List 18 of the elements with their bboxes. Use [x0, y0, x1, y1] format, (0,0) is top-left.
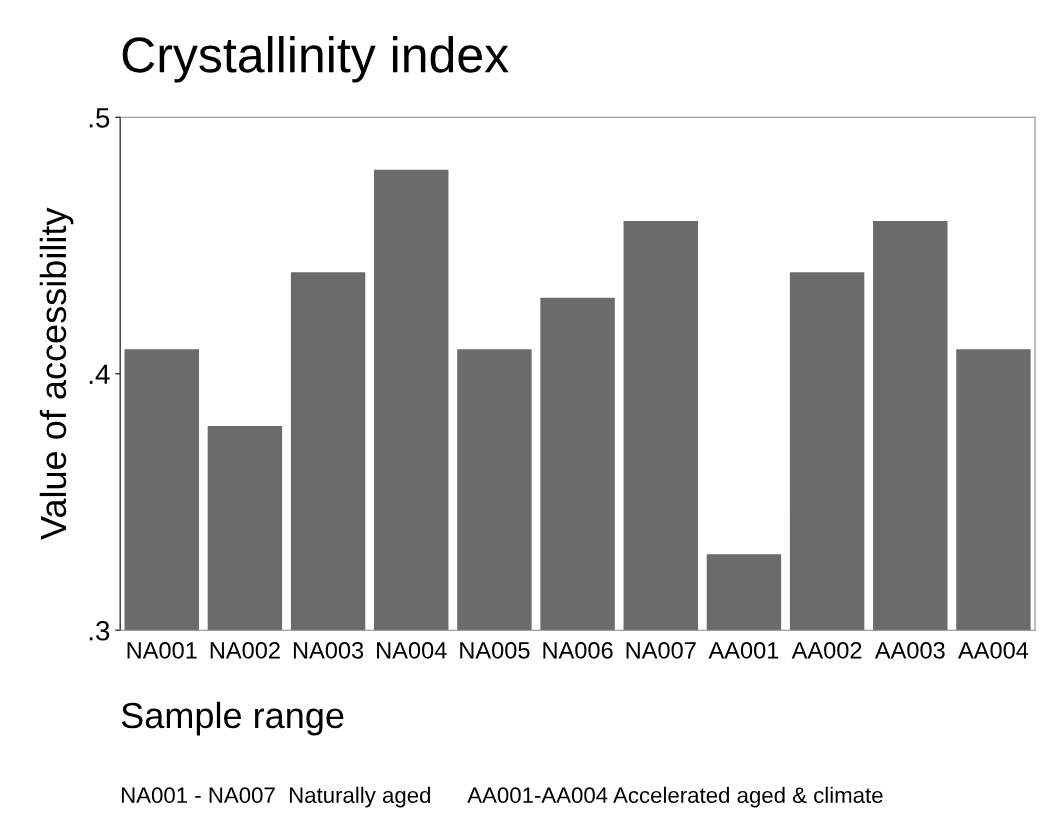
chart-title: Crystallinity index [122, 35, 509, 83]
x-tick-label: NA007 [626, 641, 696, 659]
x-tick-label: NA005 [460, 641, 530, 659]
x-tick-label: AA001 [708, 641, 779, 659]
y-tick-label: .5 [89, 108, 110, 128]
x-tick-label: NA004 [377, 641, 447, 659]
x-tick-label: AA002 [791, 641, 862, 659]
text: NA001 - NA007 Naturally aged AA001-AA004 Accelerated aged & climate [121, 786, 883, 808]
x-axis-title: Sample range [121, 701, 344, 736]
x-tick-label: NA002 [210, 641, 280, 659]
y-axis-title: Value of accessibility [39, 207, 74, 540]
x-tick-label: NA003 [293, 641, 364, 659]
y-tick-label: .4 [89, 364, 110, 384]
y-tick-label: .3 [89, 620, 110, 641]
x-tick-label: NA001 [127, 641, 197, 659]
x-tick-label: NA006 [543, 641, 613, 659]
x-tick-label: AA004 [958, 641, 1029, 659]
x-tick-label: AA003 [874, 641, 945, 659]
